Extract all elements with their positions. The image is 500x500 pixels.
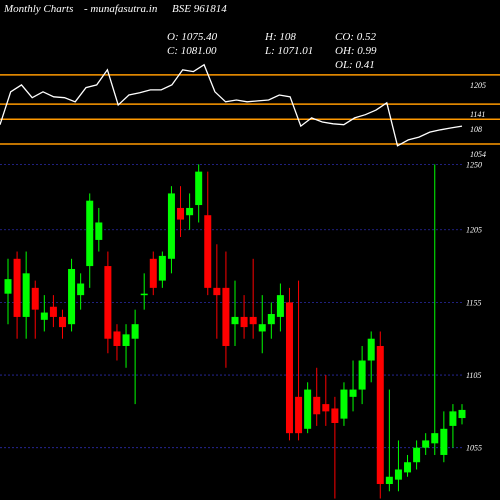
candle-body <box>222 287 230 346</box>
low-stat: L: 1071.01 <box>264 45 313 57</box>
candle-body <box>340 389 348 419</box>
y-tick-label: 1141 <box>470 110 485 119</box>
candle-body <box>449 411 457 426</box>
candle-body <box>113 331 121 346</box>
candle-body <box>431 433 439 444</box>
candle-body <box>49 306 57 317</box>
site: - munafasutra.in <box>84 3 158 15</box>
candle-body <box>158 255 166 281</box>
candle-body <box>322 404 330 412</box>
candle-body <box>267 314 275 325</box>
candle-body <box>58 316 66 328</box>
candle-body <box>22 273 30 317</box>
candle-body <box>95 222 103 240</box>
y-tick-label: 1055 <box>466 444 482 453</box>
candle-body <box>31 287 39 310</box>
candle-body <box>186 207 194 216</box>
candle-body <box>358 360 366 390</box>
indicator-line <box>0 63 463 147</box>
candle-body <box>68 268 76 325</box>
ol-stat: OL: 0.41 <box>335 59 375 71</box>
oh-stat: OH: 0.99 <box>335 45 377 57</box>
candle-body <box>404 462 412 473</box>
open-stat: O: 1075.40 <box>167 31 218 43</box>
candle-body <box>331 408 339 423</box>
candle-body <box>413 447 421 463</box>
candle-body <box>249 316 257 325</box>
candle-body <box>4 279 12 294</box>
symbol: BSE 961814 <box>172 3 227 15</box>
y-tick-label: 1054 <box>470 150 486 159</box>
candle-body <box>213 287 221 296</box>
candle-body <box>349 389 357 397</box>
y-tick-label: 1155 <box>466 298 481 307</box>
candle-body <box>313 396 321 415</box>
y-tick-label: 1205 <box>466 226 482 235</box>
close-stat: C: 1081.00 <box>167 45 217 57</box>
candle-body <box>394 469 402 480</box>
chart-kind: Monthly Charts <box>3 3 73 15</box>
candle-body <box>140 293 148 296</box>
candle-body <box>458 409 466 419</box>
candle-body <box>77 283 85 296</box>
candle-body <box>149 258 157 288</box>
candle-body <box>258 324 266 332</box>
candle-body <box>276 295 284 317</box>
candle-body <box>131 324 139 339</box>
candle-body <box>195 171 203 206</box>
candle-body <box>231 316 239 325</box>
candle-body <box>422 440 430 448</box>
candle-body <box>167 193 175 259</box>
y-tick-label: 1205 <box>470 81 486 90</box>
y-tick-label: 1250 <box>466 160 482 169</box>
candle-body <box>122 334 130 346</box>
candle-body <box>86 200 94 267</box>
candle-body <box>304 389 312 429</box>
candle-body <box>40 312 48 320</box>
candle-body <box>367 338 375 361</box>
candle-body <box>385 476 393 485</box>
candle-body <box>13 258 21 317</box>
co-stat: CO: 0.52 <box>335 31 376 43</box>
candle-body <box>204 215 212 288</box>
candle-body <box>285 302 293 434</box>
candle-body <box>104 266 112 339</box>
y-tick-label: 1105 <box>466 371 481 380</box>
candle-body <box>177 207 185 220</box>
candle-body <box>376 345 384 485</box>
candle-body <box>240 316 248 328</box>
candle-body <box>295 396 303 434</box>
y-tick-label: 108 <box>470 125 482 134</box>
candle-body <box>440 428 448 455</box>
high-stat: H: 108 <box>264 31 296 43</box>
